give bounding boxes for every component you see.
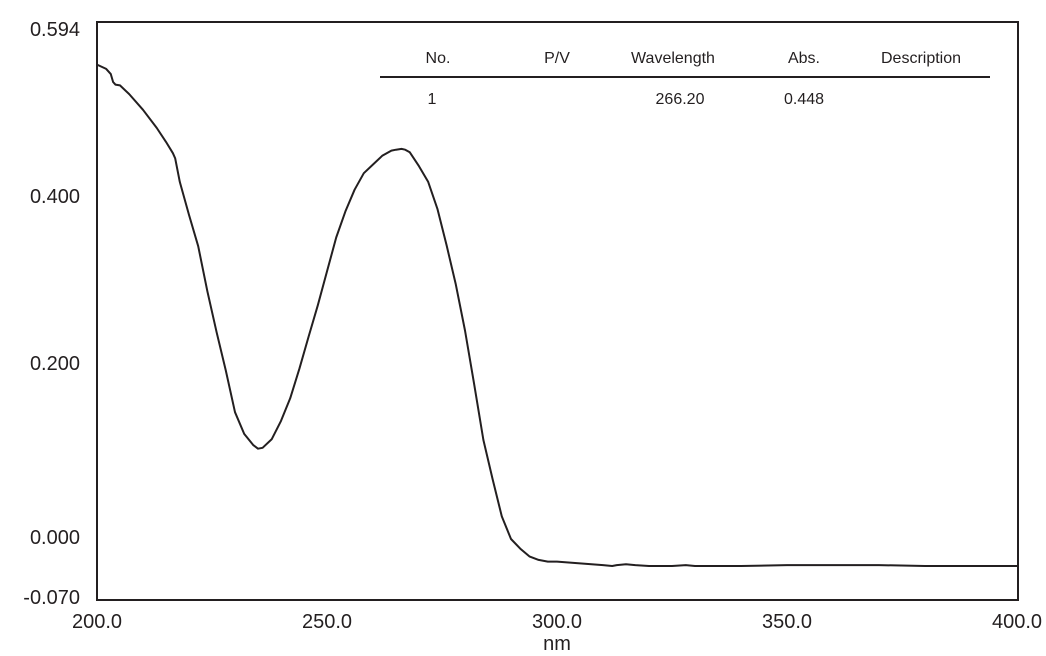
y-axis-tick-labels: 0.594 0.400 0.200 0.000 -0.070 — [23, 19, 80, 609]
plot-frame — [96, 21, 1019, 601]
y-tick-label: 0.400 — [30, 186, 80, 208]
peak-table-header: Wavelength — [631, 50, 715, 67]
y-tick-label: 0.000 — [30, 527, 80, 549]
peak-table: No. P/V Wavelength Abs. Description 1 26… — [380, 50, 990, 108]
x-tick-label: 350.0 — [762, 611, 812, 633]
peak-table-header: P/V — [544, 50, 570, 67]
peak-table-cell: 1 — [428, 91, 437, 108]
peak-table-cell: 266.20 — [656, 91, 705, 108]
y-tick-label: 0.200 — [30, 353, 80, 375]
x-tick-label: 250.0 — [302, 611, 352, 633]
peak-table-cell: 0.448 — [784, 91, 824, 108]
peak-table-header: No. — [426, 50, 451, 67]
peak-table-header: Description — [881, 50, 961, 67]
x-tick-label: 300.0 — [532, 611, 582, 633]
x-axis-tick-labels: 200.0 250.0 300.0 350.0 400.0 — [72, 611, 1042, 633]
x-tick-label: 200.0 — [72, 611, 122, 633]
absorbance-line — [96, 63, 1017, 567]
x-axis-title: nm — [543, 633, 571, 655]
y-tick-label: 0.594 — [30, 19, 80, 41]
peak-table-header: Abs. — [788, 50, 820, 67]
y-tick-label: -0.070 — [23, 587, 80, 609]
x-tick-label: 400.0 — [992, 611, 1042, 633]
